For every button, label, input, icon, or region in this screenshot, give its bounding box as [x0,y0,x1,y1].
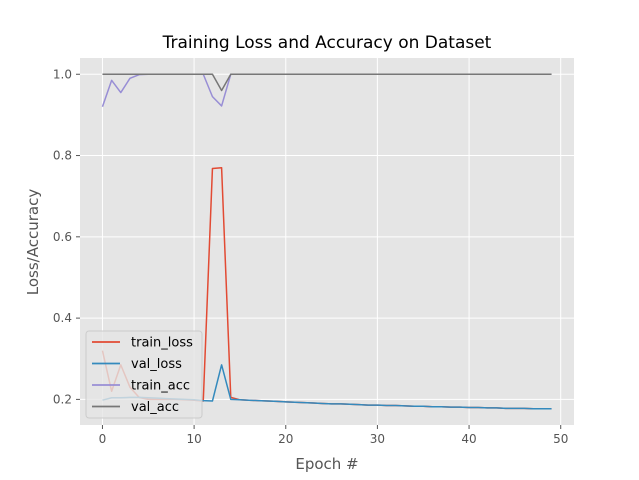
legend-box [85,330,203,419]
x-axis-label: Epoch # [295,455,358,473]
x-tick-label: 10 [186,432,201,446]
x-tick-label: 0 [99,432,107,446]
legend-items: train_loss val_loss train_acc val_acc [92,336,193,415]
legend-label-val-acc: val_acc [131,400,179,415]
legend-label-val-loss: val_loss [131,357,182,372]
y-tick-label: 0.2 [53,392,72,406]
legend-label-train-loss: train_loss [131,336,193,351]
y-tick-label: 0.4 [53,311,72,325]
chart-title: Training Loss and Accuracy on Dataset [162,33,492,53]
axis-ticks: 0 10 20 30 40 50 0.2 0.4 0.6 0.8 1.0 [53,67,568,446]
y-tick-label: 0.8 [53,149,72,163]
x-tick-label: 30 [370,432,385,446]
legend-label-train-acc: train_acc [131,379,190,394]
legend: train_loss val_loss train_acc val_acc [85,330,203,419]
y-tick-label: 1.0 [53,67,72,81]
x-tick-label: 50 [553,432,568,446]
x-tick-label: 20 [278,432,293,446]
y-axis-label: Loss/Accuracy [24,189,42,296]
series-line-val-acc [102,73,552,92]
y-tick-label: 0.6 [53,230,72,244]
x-tick-label: 40 [461,432,476,446]
